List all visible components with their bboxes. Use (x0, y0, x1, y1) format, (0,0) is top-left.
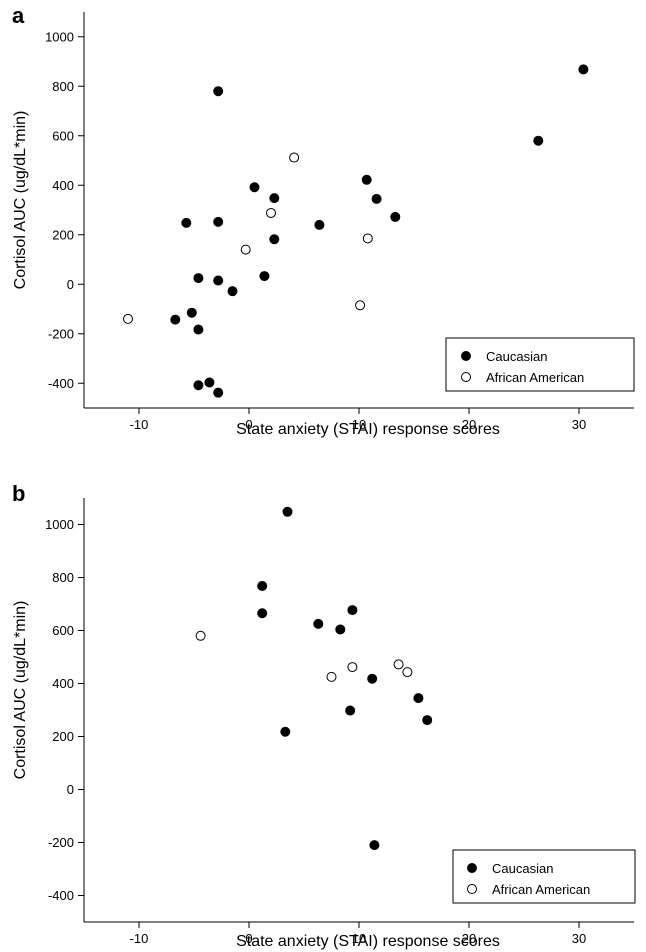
panel-a-y-tick-label: 0 (67, 277, 74, 292)
panel-b-legend-box (452, 849, 636, 904)
panel-b-point-african-american (326, 671, 337, 682)
panel-b-point-african-american (195, 630, 206, 641)
panel-b-point-caucasian (367, 673, 378, 684)
panel-a-point-caucasian (213, 216, 224, 227)
panel-a-point-caucasian (170, 314, 181, 325)
panel-a-point-african-american (355, 300, 366, 311)
panel-a-point-caucasian (213, 86, 224, 97)
panel-a-point-caucasian (390, 211, 401, 222)
panel-b-point-african-american (393, 659, 404, 670)
panel-b-point-caucasian (347, 605, 358, 616)
panel-b-point-caucasian (257, 580, 268, 591)
panel-a-point-caucasian (204, 377, 215, 388)
panel-a-point-african-american (240, 244, 251, 255)
panel-b-plot-area: -400 -200 0 200 400 600 800 1000 -10 0 10 20 30 (45, 498, 634, 946)
panel-a-y-tick-label: -400 (48, 376, 74, 391)
panel-a-point-caucasian (193, 324, 204, 335)
panel-b-legend: Caucasian African American (452, 849, 636, 904)
panel-b-x-tick-label: -10 (130, 931, 149, 946)
panel-b-y-tick-label: 200 (52, 729, 74, 744)
panel-b-x-tick-label: 0 (245, 931, 252, 946)
panel-b-point-african-american (402, 667, 413, 678)
panel-b: b Cortisol AUC (ug/dL*min) State anxiety… (12, 481, 636, 950)
panel-b-point-caucasian (422, 715, 433, 726)
panel-a-point-caucasian (259, 271, 270, 282)
panel-a-point-african-american (123, 313, 133, 324)
panel-a-plot-area: -400 -200 0 200 400 600 800 1000 -10 0 10 20 30 (45, 12, 634, 432)
panel-a-point-african-american (289, 152, 300, 163)
panel-a-point-caucasian (578, 64, 589, 75)
panel-b-point-caucasian (345, 705, 356, 716)
panel-b-point-caucasian (335, 624, 346, 635)
panel-b-point-caucasian (413, 693, 424, 704)
panel-a-legend-marker-caucasian (461, 351, 471, 361)
panel-a-point-caucasian (314, 219, 325, 230)
panel-a-legend: Caucasian African American (445, 337, 635, 392)
panel-b-point-caucasian (313, 618, 324, 629)
panel-a-point-caucasian (249, 182, 260, 193)
panel-b-point-caucasian (282, 506, 293, 517)
panel-b-point-african-american (347, 662, 358, 673)
panel-b-legend-marker-caucasian (467, 863, 477, 873)
panel-b-legend-label-caucasian: Caucasian (492, 861, 553, 876)
panel-a-y-axis-title: Cortisol AUC (ug/dL*min) (12, 111, 29, 290)
panel-b-legend-marker-african-american (467, 884, 477, 894)
panel-b-x-tick-label: 20 (462, 931, 476, 946)
panel-b-point-caucasian (257, 608, 268, 619)
panel-a-legend-marker-african-american (461, 372, 471, 382)
panel-a: a Cortisol AUC (ug/dL*min) State anxiety… (12, 3, 635, 438)
panel-a-letter: a (12, 3, 25, 28)
panel-a-point-caucasian (361, 174, 372, 185)
panel-a-y-tick-label: 800 (52, 79, 74, 94)
panel-b-point-caucasian (280, 726, 291, 737)
panel-a-y-tick-label: -200 (48, 326, 74, 341)
panel-a-point-african-american (266, 207, 276, 218)
panel-a-x-tick-label: 10 (352, 417, 366, 432)
panel-a-point-caucasian (269, 234, 280, 245)
panel-a-legend-box (445, 337, 635, 392)
panel-a-point-african-american (362, 233, 373, 244)
panel-a-point-caucasian (213, 387, 224, 398)
panel-b-x-tick-label: 30 (572, 931, 586, 946)
panel-a-x-tick-label: -10 (130, 417, 149, 432)
panel-b-y-tick-label: 800 (52, 570, 74, 585)
panel-b-legend-label-african-american: African American (492, 882, 590, 897)
panel-a-point-caucasian (213, 275, 224, 286)
panel-a-point-caucasian (371, 193, 382, 204)
panel-a-y-tick-label: 400 (52, 178, 74, 193)
panel-a-point-caucasian (227, 286, 238, 297)
panel-b-y-tick-label: -400 (48, 888, 74, 903)
panel-a-point-caucasian (269, 193, 280, 204)
panel-a-y-tick-label: 600 (52, 128, 74, 143)
panel-b-y-tick-label: 0 (67, 782, 74, 797)
panel-a-x-tick-label: 0 (245, 417, 252, 432)
panel-b-y-tick-label: 400 (52, 676, 74, 691)
panel-b-y-tick-label: -200 (48, 835, 74, 850)
panel-a-legend-label-african-american: African American (486, 370, 584, 385)
panel-b-y-tick-label: 600 (52, 623, 74, 638)
panel-a-x-tick-label: 30 (572, 417, 586, 432)
panel-a-point-caucasian (193, 380, 204, 391)
panel-a-point-caucasian (186, 307, 197, 318)
panel-a-y-tick-label: 1000 (45, 29, 74, 44)
panel-a-point-caucasian (181, 217, 192, 228)
panel-b-y-tick-label: 1000 (45, 517, 74, 532)
panel-a-x-axis-title: State anxiety (STAI) response scores (236, 421, 500, 438)
panel-a-legend-label-caucasian: Caucasian (486, 349, 547, 364)
panel-a-point-caucasian (533, 135, 544, 146)
panel-b-x-tick-label: 10 (352, 931, 366, 946)
panel-b-y-axis-title: Cortisol AUC (ug/dL*min) (12, 601, 29, 780)
panel-a-point-caucasian (193, 273, 204, 284)
panel-a-x-tick-label: 20 (462, 417, 476, 432)
panel-b-letter: b (12, 481, 25, 506)
panel-b-point-caucasian (369, 840, 380, 851)
panel-a-y-tick-label: 200 (52, 227, 74, 242)
panel-b-x-axis-title: State anxiety (STAI) response scores (236, 933, 500, 950)
